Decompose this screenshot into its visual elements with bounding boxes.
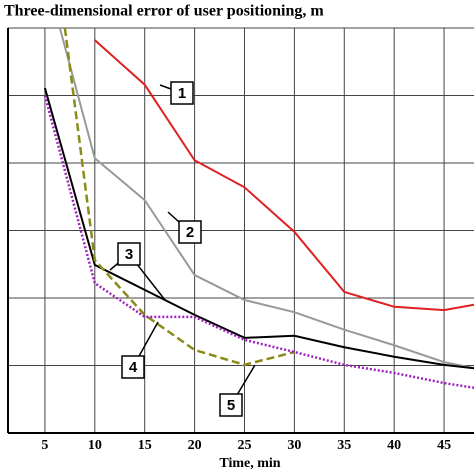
x-tick-label: 5 bbox=[41, 438, 48, 453]
callout-box bbox=[219, 393, 243, 417]
callout-label: 5 bbox=[227, 397, 235, 414]
series-line bbox=[58, 28, 474, 370]
callout-label: 2 bbox=[186, 224, 194, 241]
x-tick-label: 35 bbox=[337, 438, 351, 453]
x-tick-label: 15 bbox=[138, 438, 152, 453]
callout-box bbox=[178, 220, 202, 244]
callout-label: 4 bbox=[129, 359, 138, 376]
callout-box bbox=[121, 355, 145, 379]
series-line bbox=[43, 95, 474, 390]
series-line bbox=[63, 28, 295, 367]
callout-box bbox=[170, 81, 194, 105]
plot-area bbox=[43, 28, 474, 390]
chart-title: Three-dimensional error of user position… bbox=[4, 3, 324, 20]
callout-label: 1 bbox=[178, 85, 186, 102]
callout-box bbox=[117, 242, 141, 266]
x-tick-label: 40 bbox=[387, 438, 401, 453]
x-axis-label: Time, min bbox=[219, 456, 280, 471]
series-line bbox=[94, 39, 474, 312]
series-line bbox=[43, 87, 474, 370]
x-tick-label: 20 bbox=[188, 438, 202, 453]
x-tick-label: 45 bbox=[437, 438, 451, 453]
x-tick-label: 25 bbox=[237, 438, 251, 453]
x-tick-label: 10 bbox=[88, 438, 102, 453]
x-tick-label: 30 bbox=[287, 438, 301, 453]
callout-label: 3 bbox=[125, 246, 133, 263]
